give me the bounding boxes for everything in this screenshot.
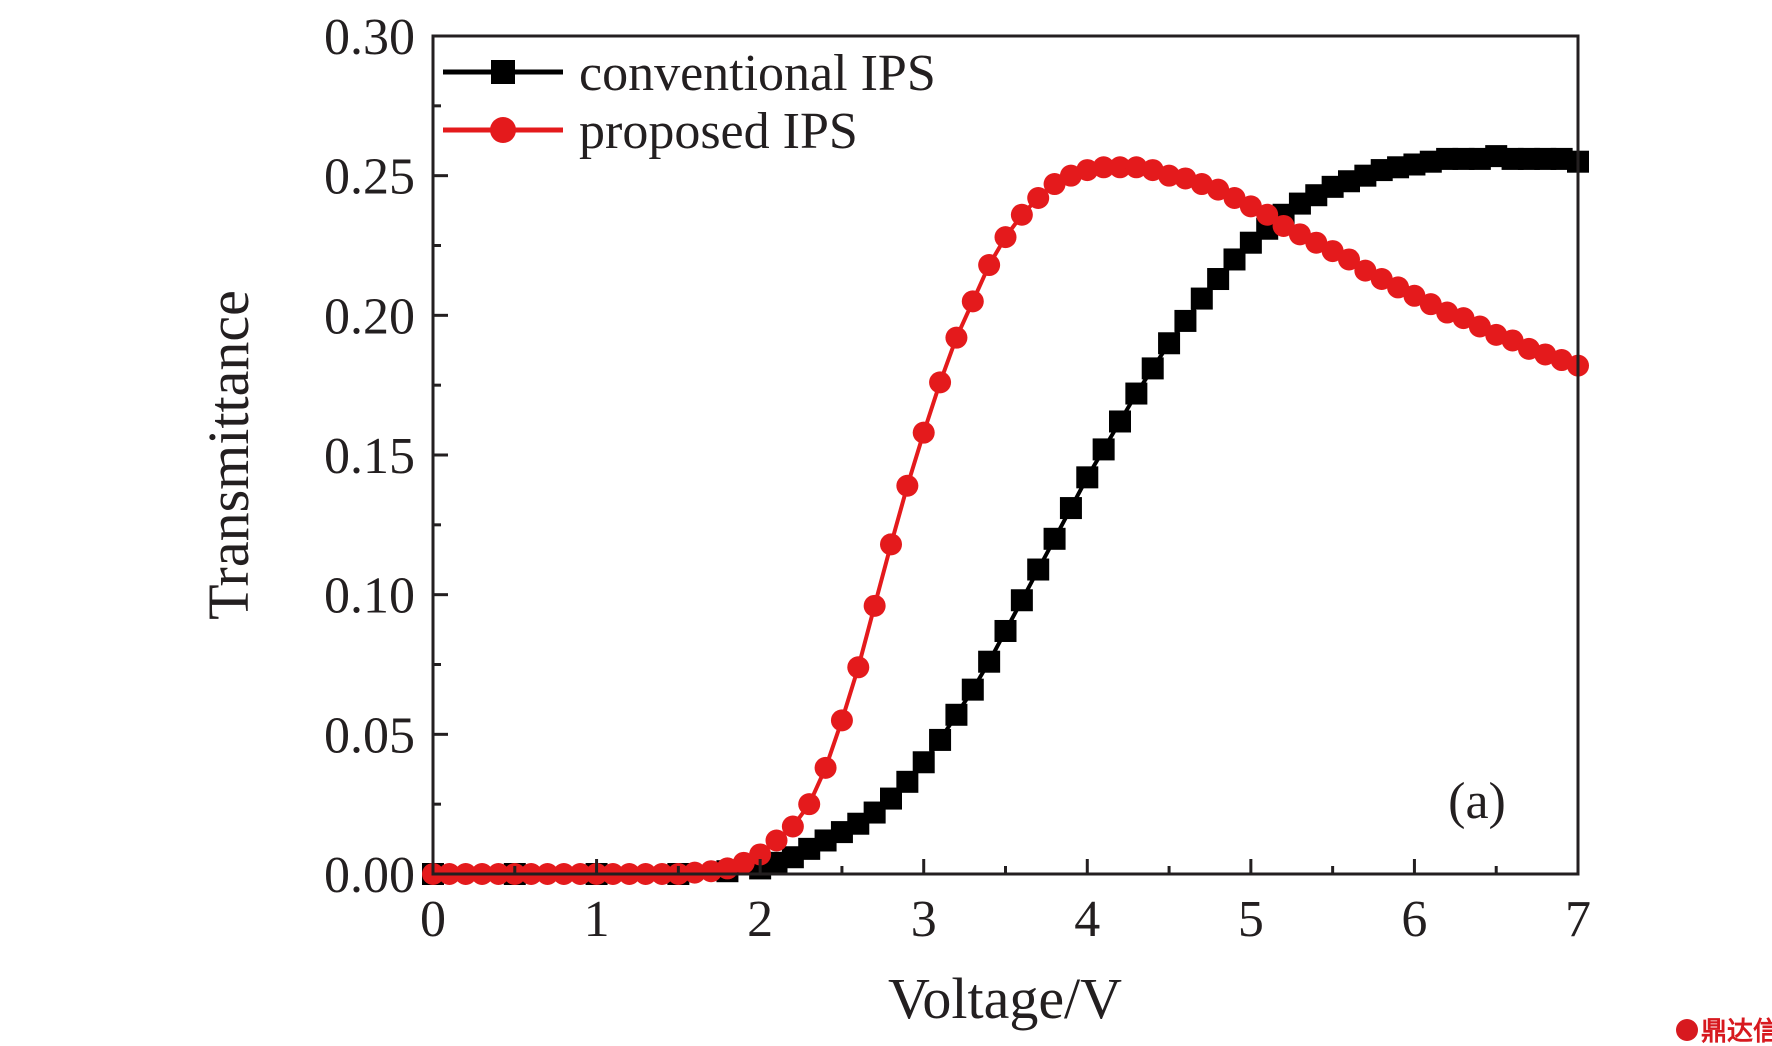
data-point-conventional-ips [1141, 357, 1164, 380]
data-point-proposed-ips [994, 226, 1017, 249]
data-point-proposed-ips [1468, 315, 1491, 338]
data-point-proposed-ips [978, 254, 1001, 277]
data-point-proposed-ips [1027, 187, 1050, 210]
data-point-proposed-ips [1109, 156, 1131, 179]
axis-layer: 0 1 2 3 4 5 6 7 0.00 0.05 0.10 0.15 0.20 0.25 0.30 [324, 9, 1591, 948]
data-point-proposed-ips [1338, 248, 1360, 271]
data-point-conventional-ips [945, 703, 968, 726]
data-point-proposed-ips [1272, 214, 1295, 237]
data-point-proposed-ips [1321, 240, 1344, 263]
data-point-proposed-ips [765, 829, 788, 852]
y-tick-label: 0.10 [324, 568, 415, 625]
data-point-conventional-ips [1174, 309, 1197, 332]
y-tick-label: 0.25 [324, 149, 415, 206]
data-point-conventional-ips [896, 770, 919, 793]
data-point-conventional-ips [880, 787, 902, 810]
data-point-proposed-ips [929, 371, 952, 394]
x-tick-label: 5 [1238, 891, 1264, 948]
data-point-proposed-ips [880, 533, 902, 556]
y-axis-title: Transmittance [196, 290, 261, 620]
x-tick-label: 1 [584, 891, 610, 948]
data-point-conventional-ips [1092, 438, 1115, 461]
data-point-proposed-ips [749, 843, 772, 866]
data-point-proposed-ips [781, 815, 804, 838]
data-point-conventional-ips [1076, 466, 1099, 489]
data-point-conventional-ips [1059, 497, 1082, 520]
data-point-conventional-ips [1158, 332, 1181, 355]
data-point-proposed-ips [1419, 293, 1442, 316]
data-point-proposed-ips [1207, 178, 1230, 201]
legend-label-proposed-ips: proposed IPS [579, 103, 858, 160]
data-point-proposed-ips [1158, 164, 1181, 187]
y-tick-label: 0.30 [324, 9, 415, 66]
data-point-conventional-ips [1223, 248, 1246, 271]
x-tick-label: 2 [747, 891, 773, 948]
data-point-proposed-ips [814, 756, 837, 779]
data-point-proposed-ips [1076, 159, 1099, 182]
data-point-proposed-ips [1125, 156, 1148, 179]
data-point-proposed-ips [1010, 203, 1033, 226]
legend: conventional IPS proposed IPS [443, 45, 936, 160]
watermark: 鼎达信 [1676, 1017, 1772, 1046]
data-point-proposed-ips [798, 793, 821, 816]
data-point-proposed-ips [1403, 284, 1426, 307]
data-point-proposed-ips [1043, 173, 1066, 196]
legend-label-conventional-ips: conventional IPS [579, 45, 936, 102]
data-point-proposed-ips [1223, 187, 1246, 210]
series-proposed-ips [422, 156, 1589, 885]
y-tick-label: 0.05 [324, 707, 415, 764]
x-tick-label: 6 [1401, 891, 1427, 948]
data-point-conventional-ips [1027, 558, 1050, 581]
y-tick-label: 0.20 [324, 288, 415, 345]
watermark-text: 鼎达信 [1701, 1017, 1772, 1046]
legend-marker-conventional-ips [491, 60, 515, 84]
x-tick-label: 0 [420, 891, 446, 948]
data-point-proposed-ips [1354, 259, 1377, 282]
data-point-conventional-ips [1190, 287, 1213, 310]
legend-marker-proposed-ips [490, 117, 516, 143]
data-point-proposed-ips [847, 656, 870, 679]
data-point-proposed-ips [700, 860, 723, 883]
data-point-conventional-ips [961, 678, 984, 701]
data-point-proposed-ips [1387, 276, 1410, 299]
data-point-proposed-ips [896, 474, 919, 497]
data-point-conventional-ips [1043, 527, 1066, 550]
data-point-conventional-ips [978, 650, 1001, 673]
data-point-proposed-ips [961, 290, 984, 313]
data-point-proposed-ips [1452, 307, 1475, 330]
data-point-proposed-ips [1501, 329, 1524, 352]
x-tick-label: 7 [1565, 891, 1591, 948]
data-point-proposed-ips [830, 709, 853, 732]
data-point-proposed-ips [1239, 195, 1262, 218]
data-point-proposed-ips [912, 421, 935, 444]
data-point-proposed-ips [1256, 203, 1279, 226]
x-axis-title: Voltage/V [888, 966, 1122, 1031]
data-point-conventional-ips [1207, 268, 1230, 291]
y-tick-label: 0.15 [324, 428, 415, 485]
data-point-proposed-ips [732, 851, 755, 874]
data-point-proposed-ips [1305, 231, 1328, 254]
y-tick-label: 0.00 [324, 847, 415, 904]
data-point-proposed-ips [1288, 223, 1311, 246]
data-point-conventional-ips [929, 728, 952, 751]
panel-label: (a) [1448, 773, 1506, 830]
data-point-conventional-ips [1109, 410, 1131, 433]
data-point-proposed-ips [945, 326, 968, 349]
data-point-conventional-ips [912, 751, 935, 774]
data-point-proposed-ips [1370, 268, 1393, 291]
data-point-proposed-ips [1092, 156, 1115, 179]
data-point-conventional-ips [1010, 589, 1033, 612]
data-point-proposed-ips [863, 594, 886, 617]
data-point-conventional-ips [1125, 382, 1148, 405]
data-point-conventional-ips [994, 619, 1017, 642]
x-tick-label: 3 [911, 891, 937, 948]
watermark-logo-icon [1676, 1019, 1698, 1041]
x-tick-label: 4 [1074, 891, 1100, 948]
